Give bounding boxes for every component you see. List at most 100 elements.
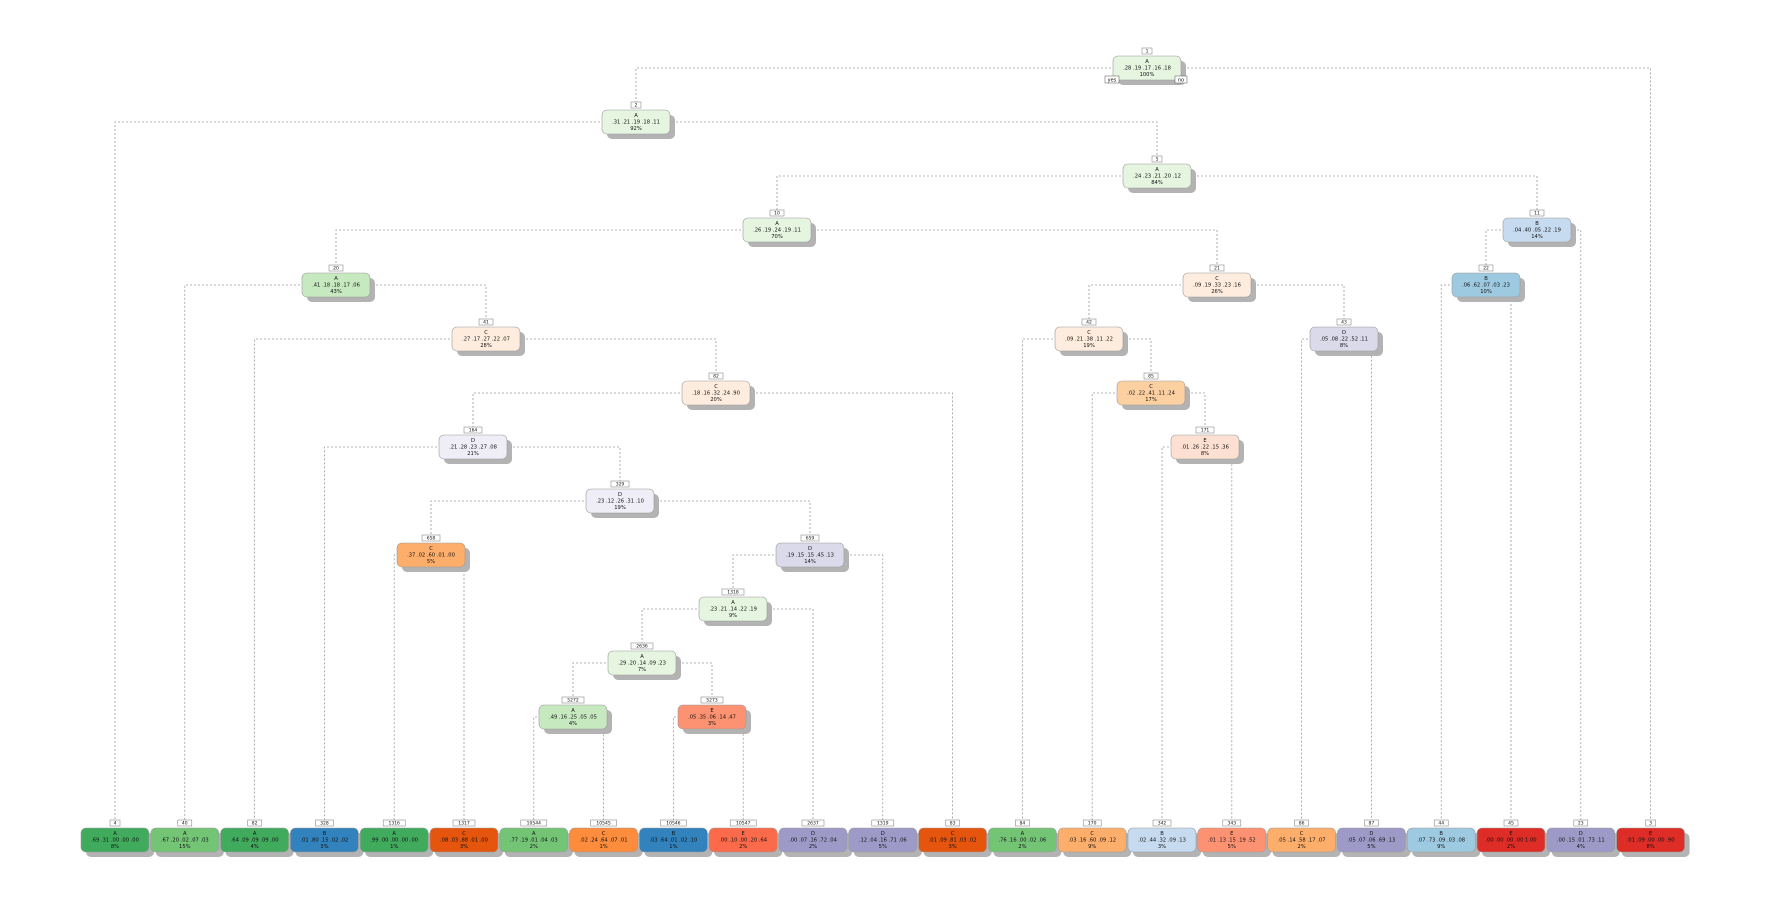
- leaf-node: 1319 D.12 .04 .16 .71 .065%: [848, 819, 922, 857]
- node-class: A: [113, 831, 117, 837]
- node-number: 659: [806, 536, 815, 542]
- node-number-tag: [561, 696, 585, 704]
- node-probabilities: .00 .00 .00 .00 1.00: [1485, 838, 1536, 844]
- node-class: C: [1215, 276, 1219, 282]
- node-number-tag: [247, 819, 262, 827]
- node-box: [499, 827, 569, 853]
- node-probabilities: .29 .20 .14 .09 .23: [618, 661, 666, 667]
- node-class: A: [253, 831, 257, 837]
- node-class: D: [1369, 831, 1373, 837]
- node-number: 40: [182, 821, 188, 827]
- node-probabilities: .09 .19 .33 .23 .16: [1193, 283, 1241, 289]
- node-class: A: [571, 708, 575, 714]
- node-percent: 2%: [739, 844, 747, 850]
- node-number-tag: [382, 819, 406, 827]
- node-number: 171: [1201, 428, 1210, 434]
- tree-edge: [393, 554, 431, 820]
- node-number: 2637: [807, 821, 819, 827]
- node-probabilities: .23 .21 .14 .22 .19: [709, 607, 757, 613]
- node-probabilities: .05 .14 .58 .17 .07: [1278, 838, 1326, 844]
- node-box: [220, 827, 289, 853]
- node-probabilities: .27 .17 .27 .22 .07: [462, 337, 510, 343]
- node-box: [607, 650, 677, 676]
- node-percent: 4%: [250, 844, 258, 850]
- node-class: A: [334, 276, 338, 282]
- node-percent: 3%: [708, 721, 716, 727]
- node-class: D: [808, 546, 812, 552]
- node-box: [1197, 827, 1267, 853]
- node-number-tag: [660, 819, 687, 827]
- node-percent: 3%: [948, 844, 956, 850]
- node-box: [429, 827, 499, 853]
- node-class: E: [710, 708, 713, 714]
- node-class: B: [323, 831, 327, 837]
- tree-edge: [1344, 338, 1372, 820]
- node-number-tag: [1645, 819, 1656, 827]
- yes-label-box: [1104, 75, 1120, 84]
- node-percent: 4%: [1577, 844, 1585, 850]
- node-box: [742, 217, 812, 243]
- node-number-tag: [721, 588, 745, 596]
- node-number-tag: [463, 426, 483, 434]
- tree-edge: [1022, 338, 1089, 820]
- node-number: 42: [1086, 320, 1092, 326]
- node-number: 83: [950, 821, 956, 827]
- node-number-tag: [177, 819, 193, 827]
- node-number-tag: [478, 318, 494, 326]
- node-number: 5: [1156, 157, 1159, 163]
- leaf-node: 2637 D.00 .07 .16 .72 .042%: [778, 819, 852, 857]
- node-class: A: [1145, 59, 1149, 65]
- node-percent: 3%: [320, 844, 328, 850]
- node-box: [775, 542, 845, 568]
- leaf-node: 10545 C.02 .24 .64 .07 .011%: [569, 819, 643, 857]
- node-number-tag: [1081, 318, 1097, 326]
- node-number-tag: [1294, 819, 1309, 827]
- node-number: 1319: [877, 821, 889, 827]
- node-number-tag: [1529, 209, 1545, 217]
- node-number-tag: [109, 819, 121, 827]
- node-class: C: [462, 831, 466, 837]
- node-number: 1316: [388, 821, 400, 827]
- tree-edge: [1440, 284, 1486, 820]
- node-probabilities: .02 .24 .64 .07 .01: [580, 838, 628, 844]
- node-box: [639, 827, 708, 853]
- node-percent: 2%: [809, 844, 817, 850]
- node-probabilities: .02 .22 .41 .11 .24: [1127, 391, 1176, 397]
- node-number: 3: [1649, 821, 1652, 827]
- tree-edge: [1088, 284, 1217, 319]
- node-class: E: [1230, 831, 1233, 837]
- node-probabilities: .24 .23 .21 .20 .12: [1133, 174, 1181, 180]
- node-number-tag: [1503, 819, 1519, 827]
- node-probabilities: .01 .09 .00 .00 .90: [1627, 838, 1675, 844]
- node-percent: 2%: [530, 844, 538, 850]
- node-number-tag: [1143, 372, 1159, 380]
- node-probabilities: .49 .16 .25 .05 .05: [549, 715, 597, 721]
- node-number: 86: [1299, 821, 1305, 827]
- node-number: 658: [427, 536, 436, 542]
- node-probabilities: .06 .62 .07 .03 .23: [1462, 283, 1510, 289]
- node-probabilities: .08 .03 .88 .01 .00: [440, 838, 488, 844]
- node-box: [1127, 827, 1197, 853]
- node-percent: 14%: [1531, 234, 1543, 240]
- node-percent: 10%: [1480, 289, 1492, 295]
- node-box: [585, 488, 655, 514]
- node-percent: 1%: [669, 844, 677, 850]
- node-box: [1267, 827, 1336, 853]
- node-probabilities: .41 .18 .18 .17 .06: [312, 283, 360, 289]
- node-class: D: [811, 831, 815, 837]
- node-probabilities: .01 .26 .22 .15 .36: [1181, 445, 1229, 451]
- node-box: [708, 827, 778, 853]
- node-number-tag: [421, 534, 441, 542]
- node-number-tag: [729, 819, 757, 827]
- node-probabilities: .02 .44 .32 .09 .13: [1138, 838, 1186, 844]
- node-number-tag: [1141, 47, 1153, 55]
- node-class: A: [392, 831, 396, 837]
- tree-edge: [184, 284, 336, 820]
- tree-edge: [1147, 67, 1651, 820]
- node-probabilities: .12 .04 .16 .71 .06: [859, 838, 907, 844]
- node-percent: 1%: [390, 844, 398, 850]
- tree-edge: [1486, 284, 1512, 820]
